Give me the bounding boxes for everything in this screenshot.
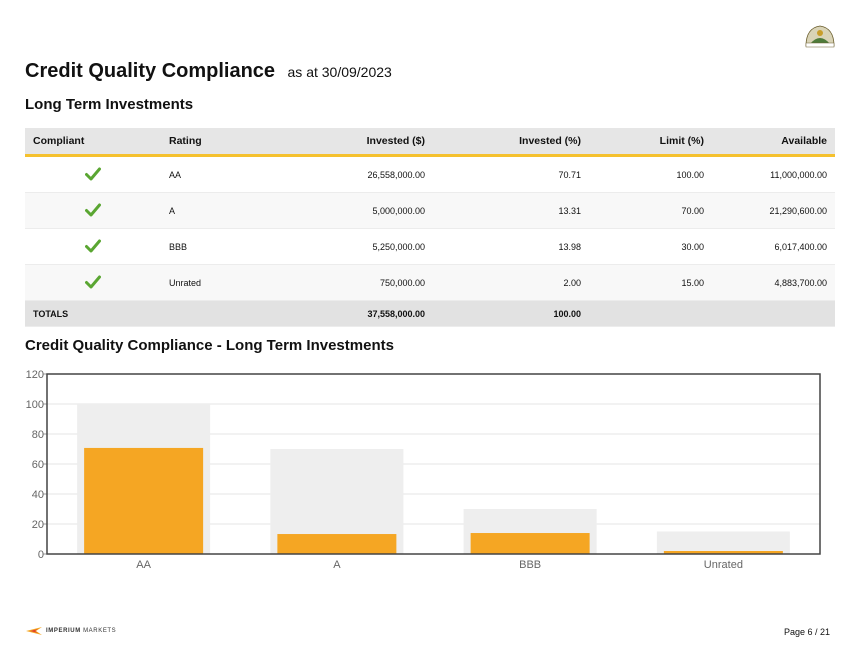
y-tick-label: 80: [32, 429, 44, 441]
compliant-cell: [25, 228, 161, 265]
totals-empty-cell: [712, 300, 835, 327]
section-title: Long Term Investments: [25, 96, 194, 113]
limit-cell: 70.00: [589, 192, 712, 229]
y-tick-label: 0: [38, 549, 44, 561]
y-tick-label: 40: [32, 489, 44, 501]
totals-row: TOTALS 37,558,000.00 100.00: [25, 300, 835, 327]
invested-pct-cell: 13.31: [433, 192, 589, 229]
compliant-cell: [25, 192, 161, 229]
col-compliant: Compliant: [25, 128, 161, 157]
invested-bar: [277, 534, 397, 554]
available-cell: 21,290,600.00: [712, 192, 835, 229]
invested-cell: 750,000.00: [327, 264, 433, 301]
compliant-cell: [25, 264, 161, 301]
rating-cell: Unrated: [161, 264, 327, 301]
table-row: AA 26,558,000.00 70.71 100.00 11,000,000…: [25, 155, 835, 193]
invested-pct-cell: 2.00: [433, 264, 589, 301]
col-limit: Limit (%): [589, 128, 712, 157]
rating-cell: BBB: [161, 228, 327, 265]
rating-cell: AA: [161, 155, 327, 193]
check-icon: [85, 167, 101, 180]
page-title: Credit Quality Compliance: [25, 60, 276, 82]
brand-rest: MARKETS: [80, 628, 117, 634]
limit-cell: 100.00: [589, 155, 712, 193]
check-icon: [85, 203, 101, 216]
brand-bold: IMPERIUM: [46, 628, 81, 634]
footer-brand: IMPERIUM MARKETS: [26, 626, 116, 636]
compliant-cell: [25, 155, 161, 193]
y-tick-label: 100: [26, 399, 44, 411]
table-row: Unrated 750,000.00 2.00 15.00 4,883,700.…: [25, 264, 835, 301]
totals-label: TOTALS: [25, 300, 161, 327]
available-cell: 6,017,400.00: [712, 228, 835, 265]
x-tick-label: AA: [136, 559, 151, 571]
col-invested: Invested ($): [327, 128, 433, 157]
col-rating: Rating: [161, 128, 327, 157]
limit-cell: 15.00: [589, 264, 712, 301]
table-row: BBB 5,250,000.00 13.98 30.00 6,017,400.0…: [25, 228, 835, 265]
invested-pct-cell: 70.71: [433, 155, 589, 193]
council-seal-logo: [805, 25, 835, 48]
y-tick-label: 120: [26, 369, 44, 381]
limit-cell: 30.00: [589, 228, 712, 265]
brand-name: IMPERIUM MARKETS: [46, 628, 116, 634]
table-header-row: Compliant Rating Invested ($) Invested (…: [25, 128, 835, 157]
available-cell: 11,000,000.00: [712, 155, 835, 193]
invested-bar: [84, 447, 204, 554]
totals-invested-pct: 100.00: [433, 300, 589, 327]
totals-empty-cell: [161, 300, 327, 327]
as-at-date: as at 30/09/2023: [287, 64, 392, 80]
available-cell: 4,883,700.00: [712, 264, 835, 301]
check-icon: [85, 239, 101, 252]
page-number: Page 6 / 21: [783, 627, 830, 637]
x-tick-label: BBB: [519, 559, 541, 571]
y-tick-label: 60: [32, 459, 44, 471]
title-row: Credit Quality Compliance as at 30/09/20…: [25, 60, 392, 83]
chart-title: Credit Quality Compliance - Long Term In…: [25, 337, 394, 354]
x-tick-label: A: [333, 559, 341, 571]
rating-cell: A: [161, 192, 327, 229]
invested-bar: [470, 533, 590, 554]
totals-invested: 37,558,000.00: [327, 300, 433, 327]
plot-border: [46, 373, 821, 555]
col-invested-pct: Invested (%): [433, 128, 589, 157]
col-available: Available: [712, 128, 835, 157]
limit-bar: [656, 531, 790, 554]
check-icon: [85, 275, 101, 288]
invested-cell: 5,000,000.00: [327, 192, 433, 229]
invested-cell: 5,250,000.00: [327, 228, 433, 265]
imperium-logo-icon: [26, 627, 42, 635]
x-tick-label: Unrated: [704, 559, 743, 571]
invested-cell: 26,558,000.00: [327, 155, 433, 193]
investments-table: Compliant Rating Invested ($) Invested (…: [25, 128, 835, 327]
invested-bar: [663, 551, 783, 554]
totals-empty-cell: [589, 300, 712, 327]
y-tick-label: 20: [32, 519, 44, 531]
table-row: A 5,000,000.00 13.31 70.00 21,290,600.00: [25, 192, 835, 229]
invested-pct-cell: 13.98: [433, 228, 589, 265]
